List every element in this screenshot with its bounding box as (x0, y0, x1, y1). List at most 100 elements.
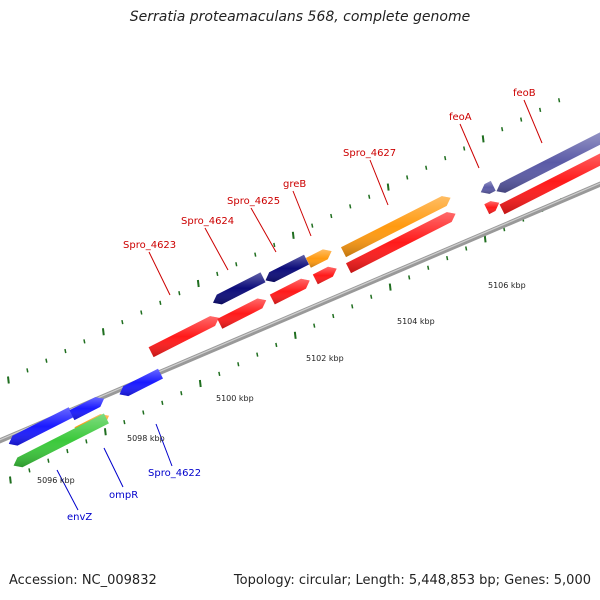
gene-label: Spro_4625 (227, 196, 280, 207)
feature-shade (305, 249, 332, 268)
ruler-tick (216, 271, 219, 277)
ruler-tick (501, 127, 504, 132)
ruler-tick (28, 468, 31, 473)
ruler-tick (481, 135, 485, 143)
genome-title: Serratia proteamaculans 568, complete ge… (129, 9, 471, 25)
ruler-tick (293, 331, 297, 339)
ruler-tick (370, 294, 373, 299)
accession-text: Accession: NC_009832 (9, 573, 157, 588)
ruler-tick (483, 235, 487, 243)
gene-label: feoA (449, 112, 472, 123)
ruler-tick (444, 155, 447, 161)
ruler-tick (142, 410, 145, 415)
feature-shade (480, 180, 496, 194)
ruler-tick (349, 204, 352, 209)
ruler-tick (83, 339, 86, 344)
feature-shade (213, 272, 266, 305)
feature-shade (8, 407, 74, 446)
feature-shade (312, 266, 337, 285)
ruler-label: 5100 kbp (216, 394, 254, 403)
ruler-tick (45, 358, 48, 363)
ruler-tick (254, 252, 257, 257)
ruler-tick (408, 275, 411, 280)
ruler-tick (26, 368, 29, 373)
feature-shade (499, 153, 600, 215)
ruler-tick (463, 146, 466, 151)
feature-shade (346, 212, 456, 274)
ruler-tick (101, 328, 105, 336)
ruler-tick (180, 391, 183, 396)
ruler-tick (446, 255, 449, 261)
label-leader-line (56, 469, 79, 511)
ruler-tick (406, 175, 409, 180)
ruler-tick (9, 476, 12, 484)
ruler-tick (196, 279, 200, 288)
ruler-tick (557, 98, 561, 103)
ruler-tick (273, 242, 276, 248)
feature-shade (69, 397, 104, 421)
ruler-tick (256, 352, 259, 357)
label-leader-line (148, 251, 171, 296)
ruler-tick (7, 376, 10, 384)
feature-shade (119, 368, 163, 397)
ruler-tick (291, 231, 295, 239)
gene-label: greB (283, 179, 306, 190)
ruler-tick (66, 448, 69, 454)
gene-label: envZ (67, 512, 92, 523)
topology-text: Topology: circular; Length: 5,448,853 bp… (233, 573, 591, 588)
gene-label: Spro_4622 (148, 468, 201, 479)
ruler-tick (121, 319, 124, 325)
ruler-tick (178, 291, 181, 296)
ruler-label: 5104 kbp (397, 317, 435, 326)
ruler-label: 5102 kbp (306, 354, 344, 363)
label-leader-line (103, 447, 124, 488)
ruler-label: 5106 kbp (488, 281, 526, 290)
ruler-tick (198, 379, 202, 388)
ruler-tick (330, 213, 333, 219)
ruler-tick (140, 310, 143, 315)
feature-track (8, 132, 600, 468)
feature-shade (484, 201, 500, 215)
ruler-tick (235, 262, 238, 267)
label-leader-line (369, 159, 389, 206)
label-leader-line (155, 423, 173, 467)
label-leader-line (204, 227, 229, 271)
feature-shade (269, 278, 310, 305)
ruler-label: 5098 kbp (127, 434, 165, 443)
ruler-labels: 5096 kbp 5098 kbp 5100 kbp 5102 kbp 5104 kbp… (37, 281, 526, 485)
gene-label: Spro_4624 (181, 216, 234, 227)
label-leader-line (459, 123, 480, 169)
gene-label: ompR (109, 490, 138, 501)
ruler-tick (64, 348, 67, 354)
ruler-tick (538, 107, 542, 113)
feature-shade (13, 413, 109, 468)
ruler-tick (313, 323, 316, 328)
ruler-tick (237, 362, 240, 367)
ruler-tick (386, 183, 390, 191)
feature-shade (148, 316, 219, 358)
ruler-tick (47, 458, 50, 463)
feature-shade (496, 132, 600, 193)
label-leader-line (292, 190, 312, 237)
ruler-tick (218, 371, 221, 377)
ruler-tick (161, 400, 164, 405)
ruler-tick (368, 194, 371, 199)
label-leader-line (250, 207, 277, 253)
ruler-tick (351, 304, 354, 309)
feature-shade (341, 196, 451, 258)
feature-shade (265, 254, 309, 283)
gene-label: feoB (513, 88, 536, 99)
ruler-tick (465, 246, 468, 251)
feature-shade (217, 298, 267, 329)
ruler-tick (388, 283, 392, 291)
ruler-tick (123, 419, 126, 425)
ruler-tick (311, 223, 314, 228)
label-leader-line (523, 99, 543, 144)
ruler-tick (103, 428, 107, 436)
ruler-tick (520, 117, 523, 122)
ruler-tick (425, 165, 428, 170)
label-leaders (56, 99, 543, 511)
ruler-tick (159, 300, 162, 305)
